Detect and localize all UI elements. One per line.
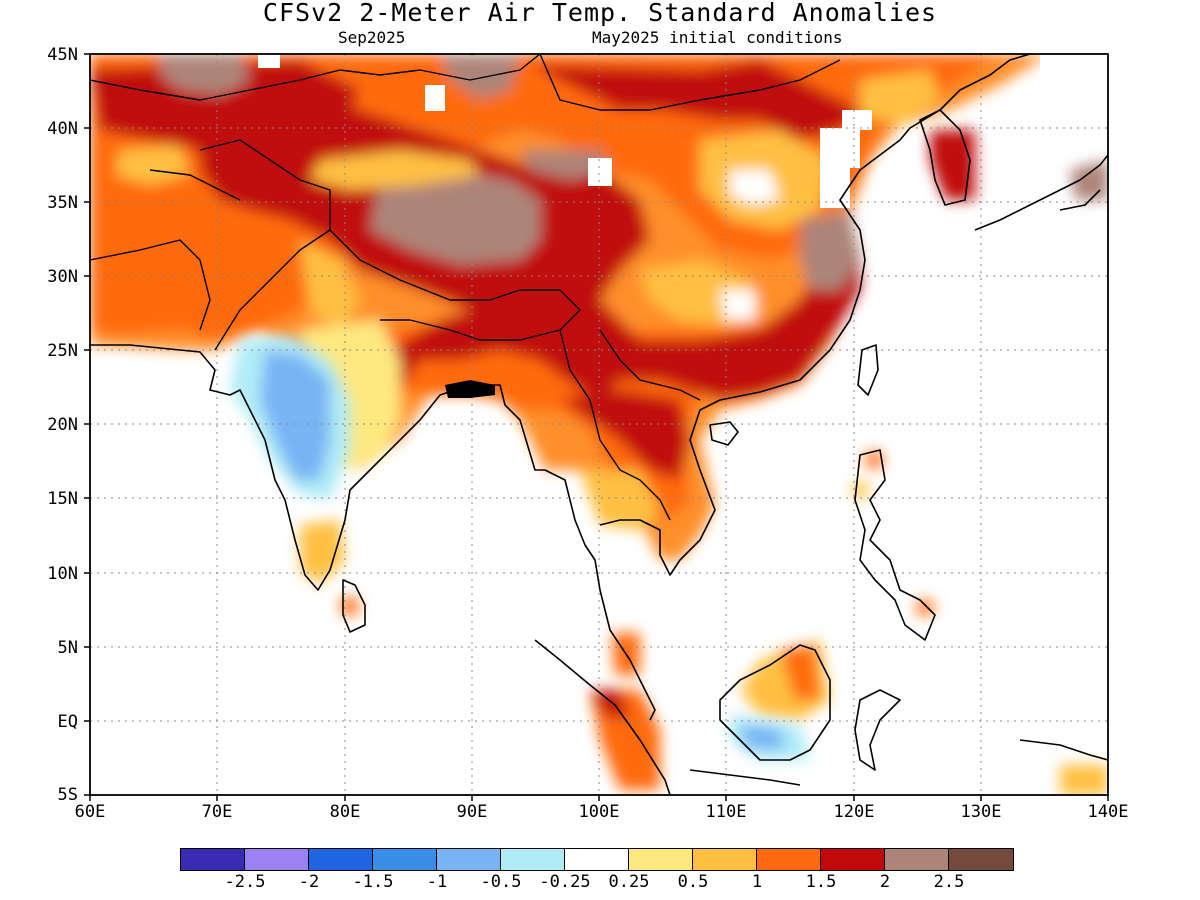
colorbar-swatch <box>181 849 245 870</box>
lat-label: 25N <box>47 341 78 361</box>
colorbar-label: -2.5 <box>224 872 266 892</box>
borders <box>90 54 841 521</box>
cool-anomaly-india <box>230 335 810 760</box>
lon-label: 120E <box>833 802 875 822</box>
lon-label: 100E <box>578 802 620 822</box>
colorbar-label: -0.25 <box>539 872 591 892</box>
colorbar-label: 1 <box>751 872 763 892</box>
lat-label: EQ <box>57 712 78 732</box>
lon-label: 130E <box>960 802 1002 822</box>
colorbar-label: 1.5 <box>805 872 837 892</box>
lon-label: 60E <box>74 802 106 822</box>
colorbar-swatch <box>885 849 949 870</box>
graticule <box>90 54 1108 795</box>
colorbar-swatch <box>437 849 501 870</box>
colorbar-swatch <box>565 849 629 870</box>
anomaly-field <box>90 54 1108 795</box>
colorbar-swatch <box>245 849 309 870</box>
lat-label: 20N <box>47 415 78 435</box>
coastlines <box>90 54 1108 795</box>
colorbar-swatch <box>309 849 373 870</box>
lat-label: 45N <box>47 45 78 65</box>
colorbar <box>180 848 1014 871</box>
lat-label: 5N <box>57 638 78 658</box>
lon-label: 70E <box>201 802 233 822</box>
colorbar-swatch <box>949 849 1013 870</box>
lat-label: 35N <box>47 193 78 213</box>
colorbar-swatch <box>757 849 821 870</box>
colorbar-swatch <box>693 849 757 870</box>
colorbar-label: -1 <box>426 872 448 892</box>
colorbar-label: 0.25 <box>608 872 650 892</box>
colorbar-label: 0.5 <box>677 872 709 892</box>
colorbar-label: -1.5 <box>352 872 394 892</box>
colorbar-swatch <box>821 849 885 870</box>
lat-label: 5S <box>57 785 78 805</box>
map-title: CFSv2 2-Meter Air Temp. Standard Anomali… <box>262 0 938 27</box>
colorbar-swatch <box>629 849 693 870</box>
lat-label: 30N <box>47 267 78 287</box>
lon-label: 90E <box>456 802 488 822</box>
lon-label: 80E <box>329 802 361 822</box>
lat-label: 15N <box>47 489 78 509</box>
colorbar-label: 2 <box>879 872 891 892</box>
lon-label: 110E <box>705 802 747 822</box>
axis-ticks <box>84 53 1109 801</box>
lat-label: 40N <box>47 119 78 139</box>
lon-label: 140E <box>1087 802 1129 822</box>
colorbar-label: -0.5 <box>480 872 522 892</box>
colorbar-swatch <box>373 849 437 870</box>
colorbar-label: -2 <box>298 872 320 892</box>
bengal-delta <box>445 380 495 398</box>
colorbar-label: 2.5 <box>933 872 965 892</box>
forecast-month: Sep2025 <box>338 28 406 47</box>
colorbar-swatch <box>501 849 565 870</box>
initial-conditions: May2025 initial conditions <box>592 28 843 47</box>
lat-label: 10N <box>47 564 78 584</box>
blank-cells <box>258 54 1108 208</box>
